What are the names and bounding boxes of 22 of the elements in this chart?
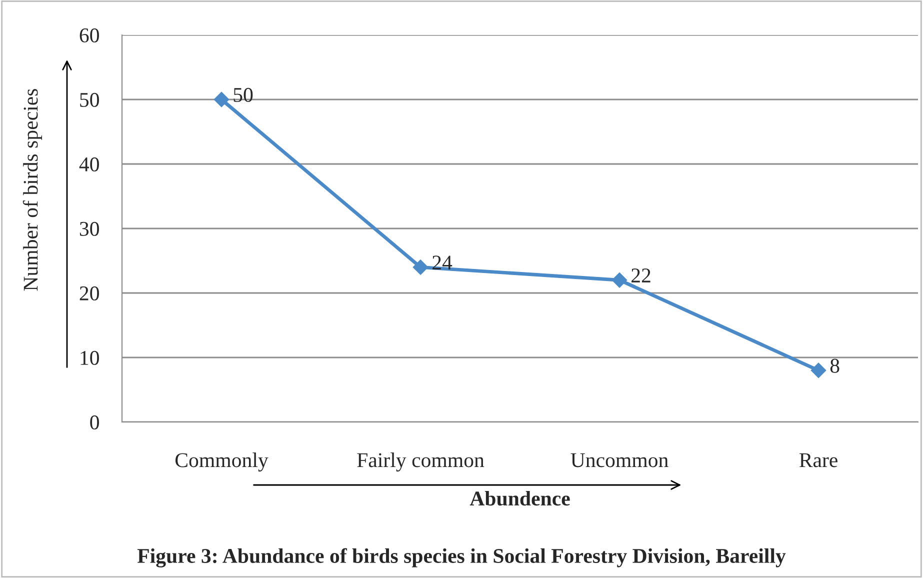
y-tick-label: 30: [80, 222, 99, 236]
y-axis-title: Number of birds species: [22, 89, 42, 291]
y-tick-label: 50: [80, 92, 99, 107]
point: [810, 362, 826, 378]
y-tick-label: 0: [90, 415, 99, 430]
text: Figure 3: Abundance of birds species in Social Forestry Division, Bareilly: [137, 548, 786, 568]
data-label: 24: [432, 256, 452, 270]
point: [412, 260, 428, 275]
x-tick-label: Uncommon: [570, 453, 668, 468]
y-tick-label: 10: [80, 350, 99, 365]
x-tick-label: Commonly: [175, 452, 268, 472]
y-tick-label: 60: [80, 28, 99, 42]
point: [612, 272, 628, 288]
x-tick-label: Fairly common: [357, 452, 484, 472]
x-axis-title: Abundence: [470, 490, 570, 506]
data-label: 22: [632, 268, 650, 282]
data-label: 50: [234, 88, 253, 102]
y-tick-label: 20: [80, 286, 99, 300]
x-tick-label: Rare: [799, 453, 838, 468]
point: [214, 92, 230, 108]
y-tick-label: 40: [79, 157, 99, 172]
data-label: 8: [830, 358, 840, 373]
